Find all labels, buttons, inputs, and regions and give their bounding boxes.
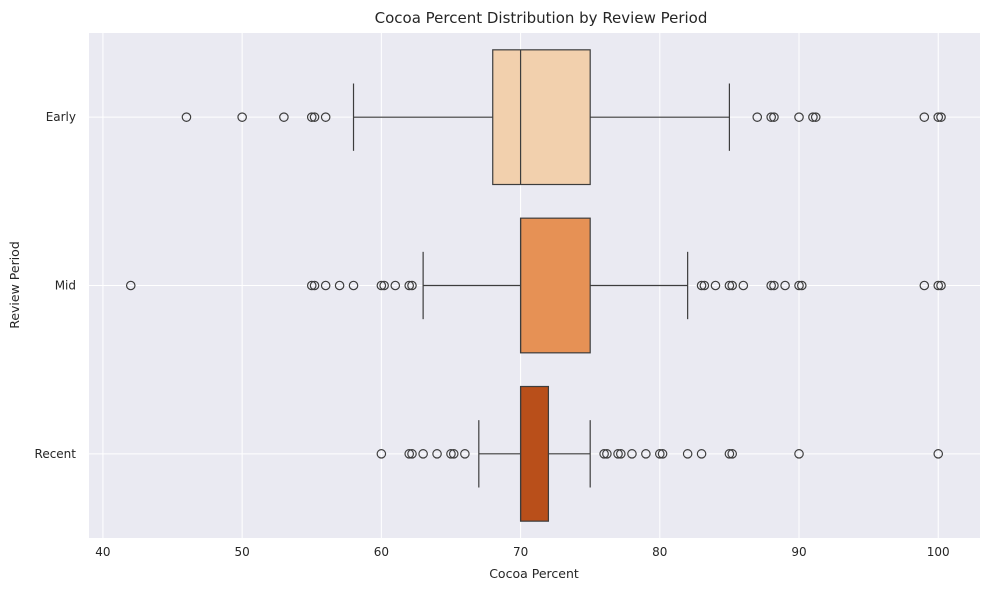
outlier-recent-10 [613, 449, 623, 459]
outlier-recent-12 [627, 449, 637, 459]
y-ticks: Early Mid Recent [35, 110, 77, 461]
outlier-early-2 [279, 112, 289, 122]
outlier-early-14 [936, 112, 946, 122]
y-tick-label-early: Early [46, 110, 76, 124]
outlier-early-5 [320, 112, 331, 122]
outlier-recent-7 [460, 449, 470, 459]
y-tick-label-recent: Recent [35, 447, 77, 461]
outlier-early-1 [237, 112, 247, 122]
outlier-early-10 [808, 112, 818, 122]
outlier-recent-20 [794, 449, 804, 459]
box-recent [519, 385, 550, 522]
outlier-mid-5 [348, 280, 359, 291]
box-group-early [181, 49, 946, 186]
outlier-mid-13 [710, 280, 721, 291]
outlier-recent-0 [376, 449, 387, 459]
outlier-recent-2 [407, 449, 417, 459]
x-axis-label: Cocoa Percent [489, 566, 579, 581]
outlier-recent-19 [727, 449, 737, 459]
outlier-mid-14 [724, 280, 735, 291]
outlier-early-6 [752, 112, 763, 122]
outlier-mid-7 [379, 280, 389, 291]
x-tick-label-40: 40 [95, 545, 110, 559]
outlier-recent-8 [599, 449, 609, 459]
outlier-recent-5 [446, 449, 456, 459]
outlier-early-8 [769, 112, 779, 122]
x-ticks: 40 50 60 70 80 90 100 [95, 545, 949, 559]
outlier-early-4 [309, 112, 320, 122]
box-mid [519, 217, 591, 354]
x-tick-label-100: 100 [927, 545, 950, 559]
outlier-mid-0 [125, 280, 136, 291]
x-tick-label-80: 80 [652, 545, 667, 559]
outlier-early-3 [306, 112, 317, 122]
outlier-mid-15 [727, 280, 737, 291]
outlier-mid-22 [919, 280, 930, 291]
outlier-recent-17 [696, 449, 707, 459]
outlier-early-12 [919, 112, 930, 122]
outlier-early-0 [181, 112, 192, 122]
outlier-recent-3 [418, 449, 428, 459]
outlier-mid-16 [738, 280, 749, 291]
outlier-mid-17 [766, 280, 776, 291]
outlier-recent-14 [654, 449, 665, 459]
outlier-mid-18 [769, 280, 779, 291]
outlier-recent-4 [432, 449, 442, 459]
outlier-recent-21 [933, 449, 944, 459]
outlier-mid-10 [407, 280, 417, 291]
x-tick-label-70: 70 [513, 545, 528, 559]
outlier-mid-12 [699, 280, 710, 291]
outlier-mid-23 [933, 280, 944, 291]
x-tick-label-90: 90 [791, 545, 806, 559]
outlier-recent-9 [602, 449, 612, 459]
outlier-recent-1 [404, 449, 415, 459]
outlier-recent-11 [616, 449, 626, 459]
outlier-recent-16 [682, 449, 693, 459]
outlier-recent-6 [448, 449, 459, 459]
outlier-mid-9 [404, 280, 415, 291]
outlier-recent-13 [641, 449, 651, 459]
outlier-recent-15 [657, 449, 668, 459]
outlier-early-9 [794, 112, 804, 122]
outlier-early-7 [766, 112, 776, 122]
outlier-early-13 [933, 112, 944, 122]
y-tick-label-mid: Mid [55, 279, 76, 293]
outlier-recent-18 [724, 449, 735, 459]
outlier-mid-21 [796, 280, 807, 291]
box-group-mid [125, 217, 946, 354]
outlier-mid-20 [794, 280, 804, 291]
outlier-mid-24 [936, 280, 946, 291]
outlier-mid-4 [334, 280, 345, 291]
x-tick-label-60: 60 [374, 545, 389, 559]
box-group-recent [376, 385, 944, 522]
outlier-mid-3 [320, 280, 331, 291]
outlier-mid-1 [306, 280, 317, 291]
y-axis-label: Review Period [7, 241, 22, 329]
outlier-mid-11 [696, 280, 707, 291]
outlier-early-11 [810, 112, 821, 122]
outlier-mid-2 [309, 280, 320, 291]
x-tick-label-50: 50 [235, 545, 250, 559]
outlier-mid-6 [376, 280, 387, 291]
outlier-mid-8 [390, 280, 401, 291]
boxes [125, 49, 946, 522]
chart-title: Cocoa Percent Distribution by Review Per… [375, 9, 708, 27]
outlier-mid-19 [780, 280, 790, 291]
box-early [492, 49, 591, 186]
